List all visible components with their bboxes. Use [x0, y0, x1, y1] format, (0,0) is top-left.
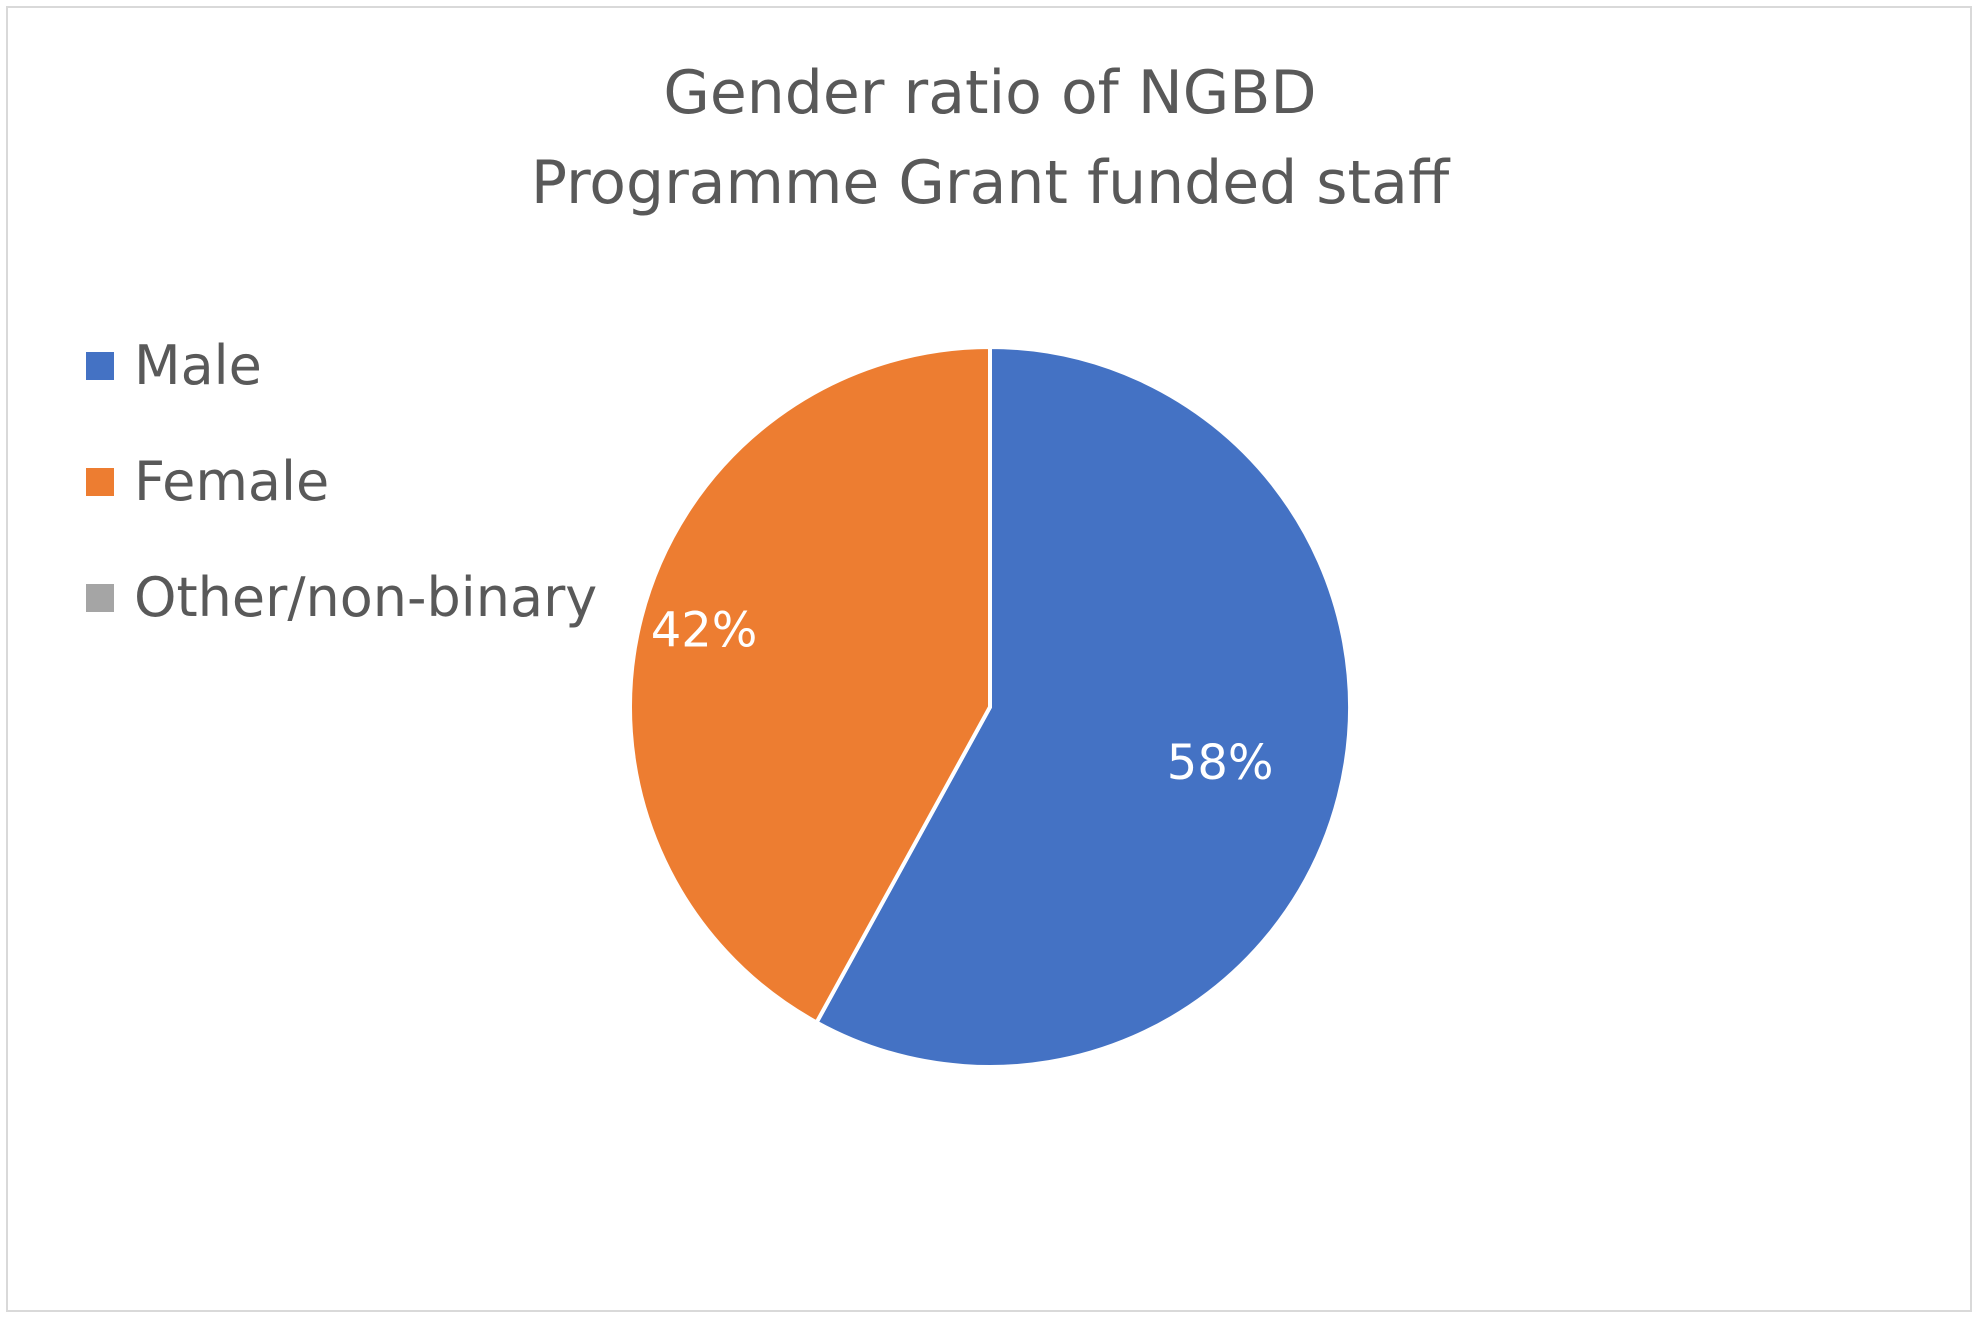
legend-swatch-male [86, 352, 114, 380]
legend-label-male: Male [134, 334, 262, 397]
legend-item-other-non-binary: Other/non-binary [86, 540, 597, 656]
chart-title: Gender ratio of NGBD Programme Grant fun… [0, 48, 1980, 228]
legend-item-male: Male [86, 308, 597, 424]
chart-title-line-2: Programme Grant funded staff [530, 148, 1450, 218]
data-label-female: 42% [651, 603, 758, 659]
legend-swatch-other-non-binary [86, 584, 114, 612]
legend: Male Female Other/non-binary [86, 308, 597, 656]
legend-swatch-female [86, 468, 114, 496]
chart-title-line-1: Gender ratio of NGBD [663, 58, 1317, 128]
data-label-male: 58% [1167, 735, 1274, 791]
pie-slice-female [628, 345, 992, 1025]
legend-label-female: Female [134, 450, 330, 513]
pie-slice-male [814, 345, 1352, 1069]
legend-item-female: Female [86, 424, 597, 540]
legend-label-other-non-binary: Other/non-binary [134, 566, 598, 629]
